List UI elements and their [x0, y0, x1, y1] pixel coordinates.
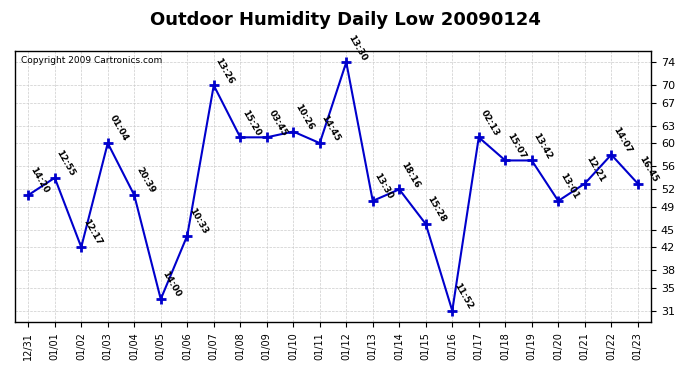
Text: 10:26: 10:26 — [293, 102, 315, 132]
Text: 15:07: 15:07 — [505, 131, 527, 160]
Text: 13:42: 13:42 — [532, 131, 554, 160]
Text: 13:30: 13:30 — [346, 33, 368, 62]
Text: 16:45: 16:45 — [638, 154, 660, 184]
Text: 18:16: 18:16 — [400, 160, 422, 189]
Text: 15:28: 15:28 — [426, 195, 448, 224]
Text: Copyright 2009 Cartronics.com: Copyright 2009 Cartronics.com — [21, 56, 163, 65]
Text: 14:07: 14:07 — [611, 125, 633, 154]
Text: 14:00: 14:00 — [161, 270, 183, 299]
Text: 14:20: 14:20 — [28, 166, 50, 195]
Text: 13:26: 13:26 — [214, 56, 236, 86]
Text: 12:55: 12:55 — [55, 148, 77, 178]
Text: 03:45: 03:45 — [267, 108, 289, 137]
Text: 10:33: 10:33 — [187, 206, 209, 236]
Text: 01:04: 01:04 — [108, 114, 130, 143]
Text: 12:21: 12:21 — [584, 154, 607, 184]
Text: 13:30: 13:30 — [373, 172, 395, 201]
Text: 15:20: 15:20 — [240, 108, 262, 137]
Text: 20:39: 20:39 — [135, 166, 157, 195]
Text: 12:17: 12:17 — [81, 218, 104, 247]
Text: Outdoor Humidity Daily Low 20090124: Outdoor Humidity Daily Low 20090124 — [150, 11, 540, 29]
Text: 11:52: 11:52 — [452, 281, 475, 311]
Text: 02:13: 02:13 — [479, 108, 501, 137]
Text: 13:01: 13:01 — [558, 172, 580, 201]
Text: 14:45: 14:45 — [319, 114, 342, 143]
